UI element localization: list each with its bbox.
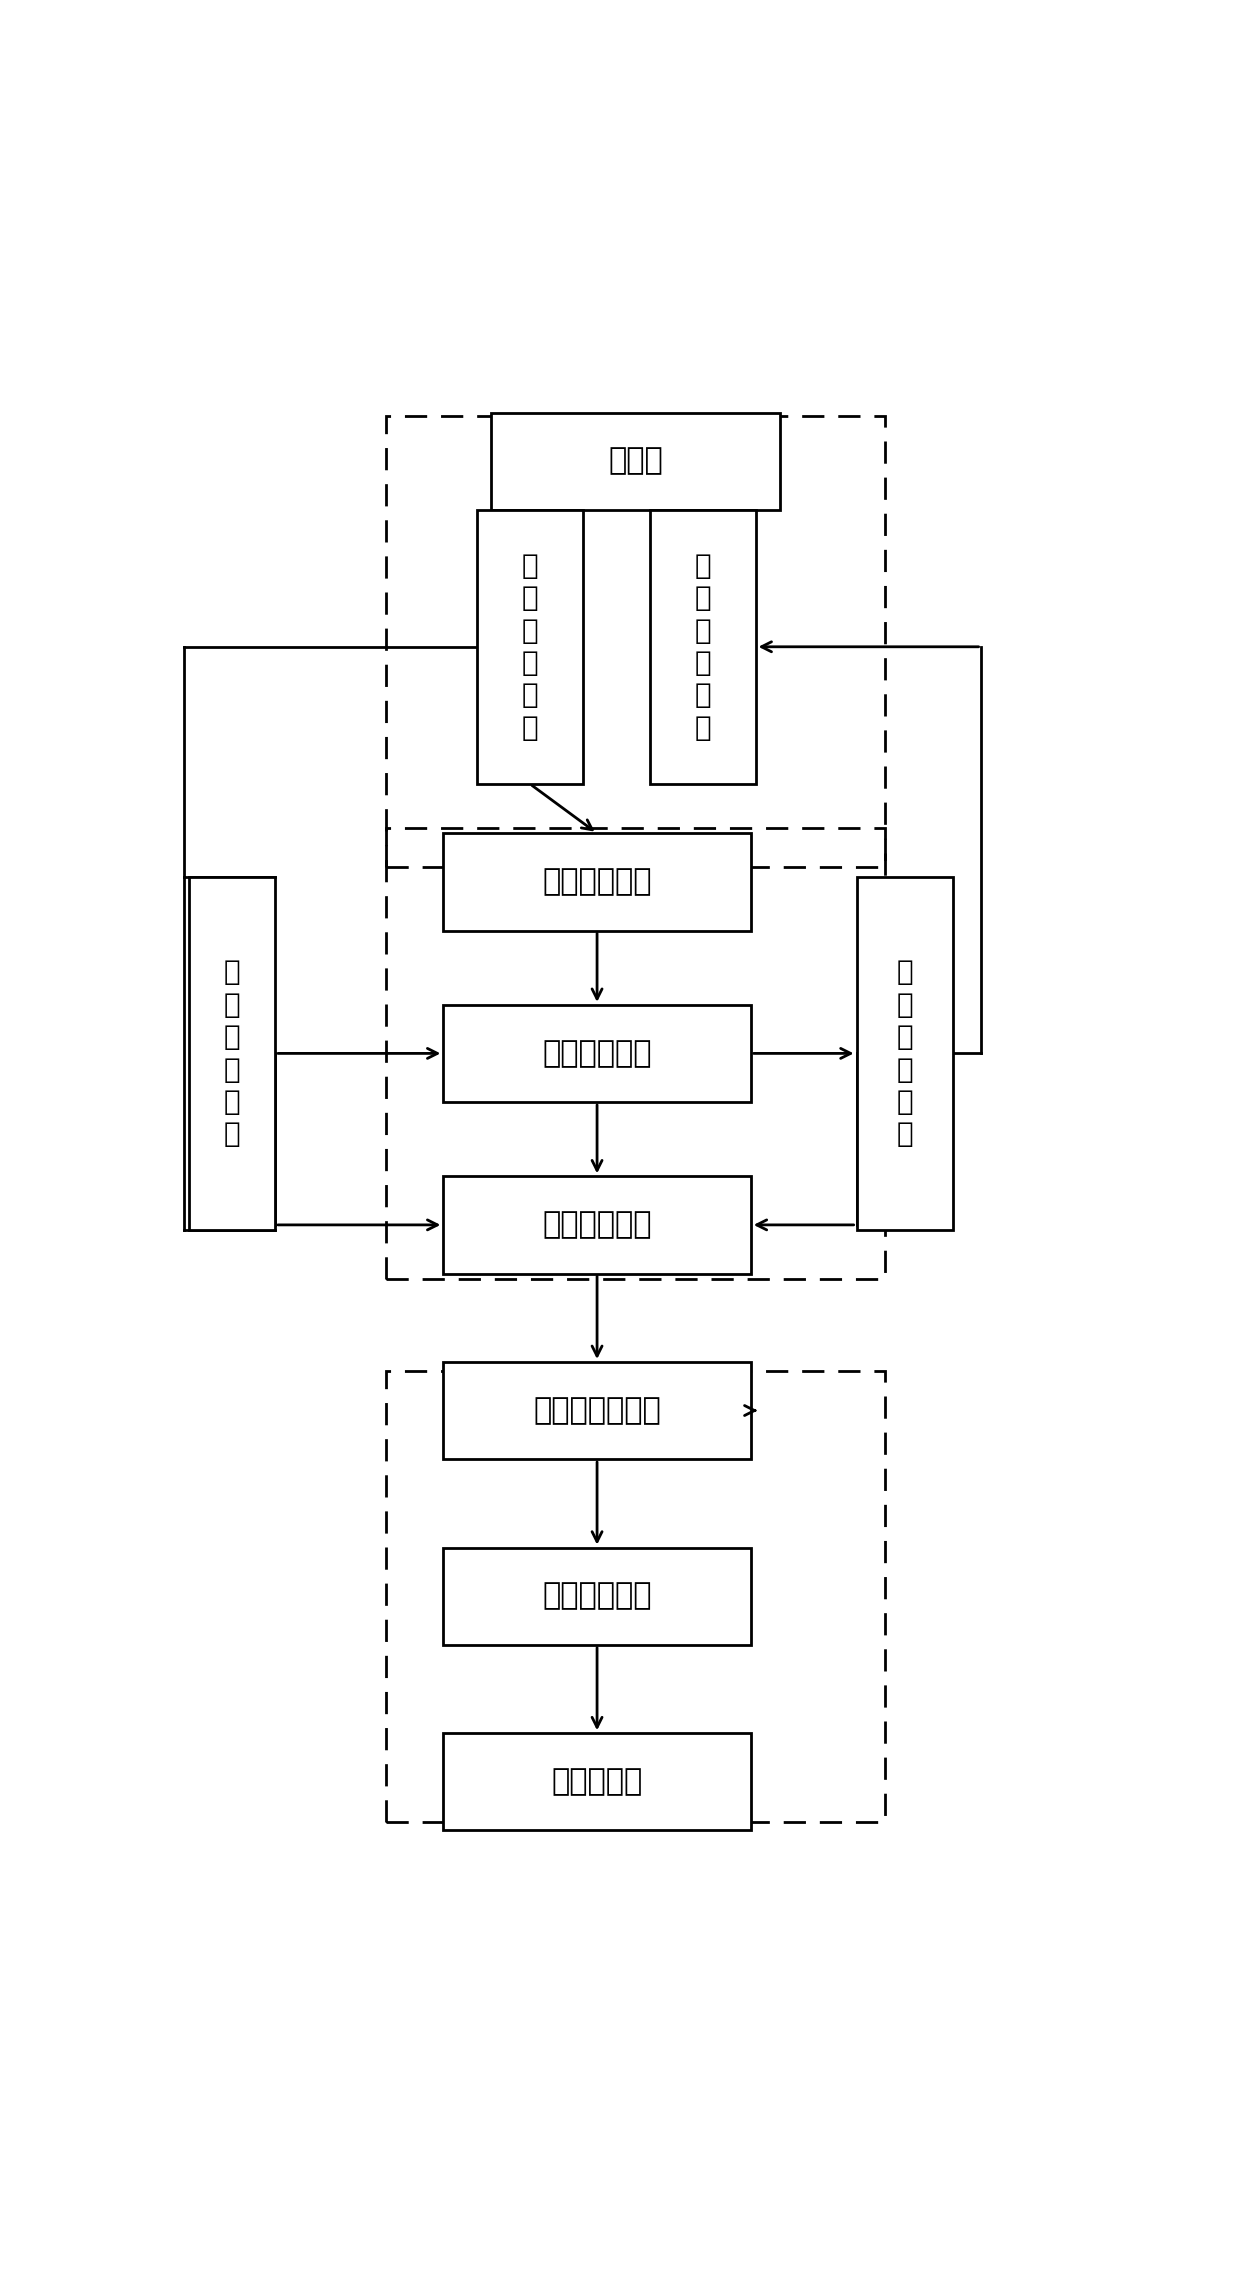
Bar: [857, 877, 952, 1231]
Text: 时间预测单元: 时间预测单元: [542, 1210, 652, 1240]
Text: 二维码生成单元: 二维码生成单元: [533, 1396, 661, 1426]
Bar: [188, 877, 275, 1231]
Bar: [650, 510, 755, 783]
Bar: [386, 416, 885, 868]
Bar: [386, 1371, 885, 1821]
Bar: [386, 829, 885, 1279]
Text: 数
据
存
储
单
元: 数 据 存 储 单 元: [694, 551, 711, 742]
Bar: [444, 1362, 751, 1460]
Text: 数据计算单元: 数据计算单元: [542, 1038, 652, 1068]
Bar: [477, 510, 583, 783]
Text: 数据分析单元: 数据分析单元: [542, 868, 652, 895]
Text: 数
据
汇
总
单
元: 数 据 汇 总 单 元: [897, 957, 913, 1148]
Text: 数
据
输
入
模
块: 数 据 输 入 模 块: [223, 957, 241, 1148]
Bar: [491, 413, 780, 510]
Bar: [444, 833, 751, 930]
Bar: [444, 1733, 751, 1830]
Bar: [444, 1176, 751, 1274]
Text: 区块链节点: 区块链节点: [552, 1768, 642, 1795]
Text: 数据上传单元: 数据上传单元: [542, 1582, 652, 1612]
Text: 数据库: 数据库: [608, 448, 663, 475]
Bar: [444, 1006, 751, 1102]
Bar: [444, 1548, 751, 1644]
Text: 数
据
调
取
单
元: 数 据 调 取 单 元: [522, 551, 538, 742]
